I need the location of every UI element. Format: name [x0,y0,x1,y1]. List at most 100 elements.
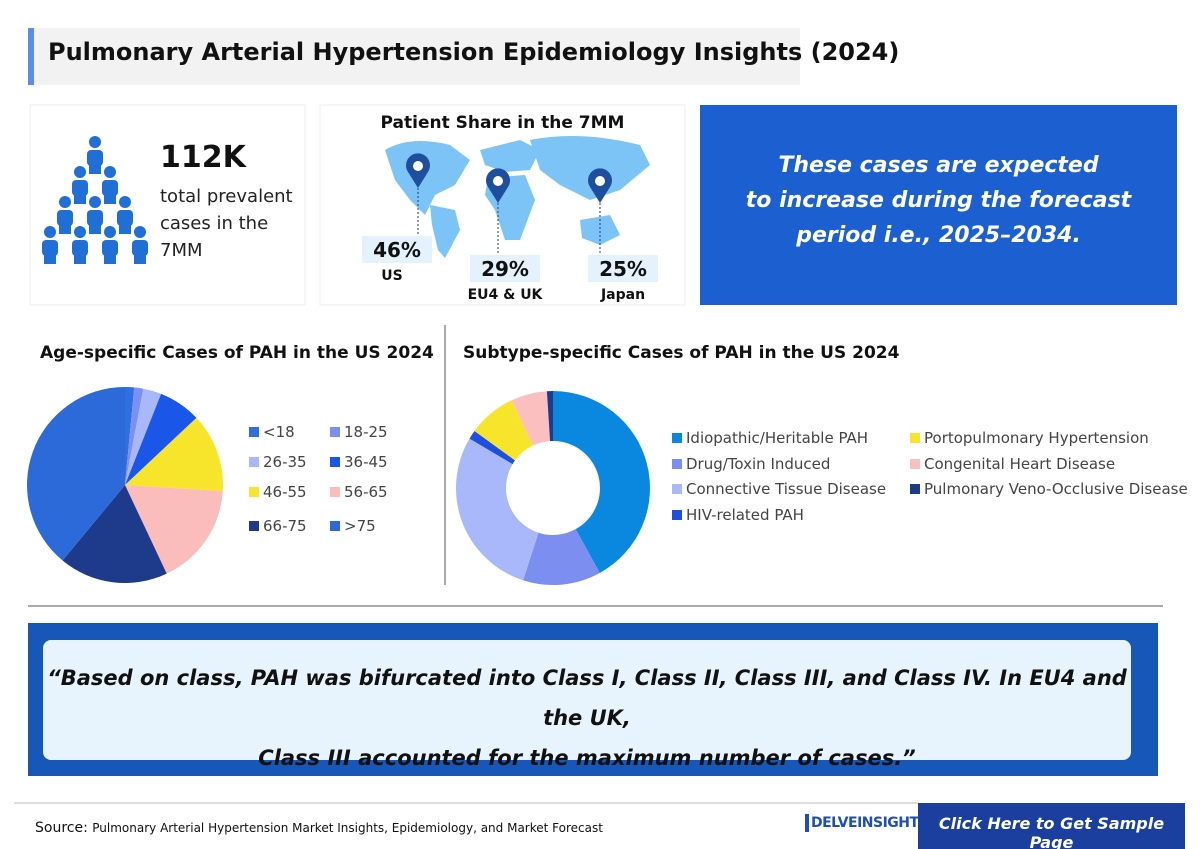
person-body [132,240,148,256]
page-title: Pulmonary Arterial Hypertension Epidemio… [48,38,900,66]
legend-label: 26-35 [263,453,307,471]
legend-swatch [672,510,682,520]
quote-line: Class III accounted for the maximum numb… [258,746,916,770]
map-pin-dot [413,161,423,171]
legend-swatch [910,433,920,443]
share-box [362,236,432,263]
person-head [59,196,71,208]
legend-label: 36-45 [344,453,388,471]
person-body [102,240,118,256]
legend-swatch [672,459,682,469]
legend-swatch [672,433,682,443]
people-icon [42,136,148,264]
callout-card [700,105,1177,305]
pie-slice [125,387,135,485]
legend-label: 18-25 [344,423,388,441]
legend-label: Congenital Heart Disease [924,455,1115,473]
share-value: 25% [599,257,647,281]
map-pin-dot [595,176,605,186]
stat-line: cases in the [160,213,269,234]
sample-button[interactable]: Click Here to Get Sample Page [938,814,1165,849]
share-value: 29% [481,257,529,281]
person-head [74,166,86,178]
map-pin-dot [493,176,503,186]
share-label: US [381,268,402,284]
share-value: 46% [373,238,421,262]
person-legs [89,224,101,234]
person-body [117,210,133,226]
pie-slice [125,485,223,574]
donut-slice [455,438,539,581]
person-head [119,196,131,208]
legend-label: Idiopathic/Heritable PAH [686,429,868,447]
person-head [89,136,101,148]
stat-text: total prevalent cases in the 7MM [160,183,293,264]
pie-slice [125,393,197,485]
stats-card [29,104,306,306]
callout-line: to increase during the forecast [745,188,1132,213]
source-label: Source: [35,820,88,836]
chart-title: Age-specific Cases of PAH in the US 2024 [40,343,434,363]
person-body [87,210,103,226]
source-text: Pulmonary Arterial Hypertension Market I… [92,821,603,835]
pie-slice [125,417,224,492]
share-label: Japan [600,287,645,303]
share-box [588,255,658,282]
legend-swatch [249,521,259,531]
title-accent [28,28,34,85]
stat-line: total prevalent [160,186,293,207]
person-legs [74,254,86,264]
donut-slice [523,529,600,585]
quote-line: “Based on class, PAH was bifurcated into… [47,666,1127,730]
sample-button-bg[interactable] [918,803,1185,849]
legend-swatch [330,457,340,467]
quote-inner [43,640,1131,760]
donut-slice [469,430,515,465]
person-body [87,150,103,166]
legend-swatch [672,484,682,494]
legend-swatch [330,427,340,437]
donut-slice [546,391,553,442]
legend-swatch [910,484,920,494]
person-head [89,196,101,208]
source: Source: Pulmonary Arterial Hypertension … [35,820,603,836]
person-body [72,180,88,196]
person-body [72,240,88,256]
share-label: EU4 & UK [468,287,544,303]
legend-swatch [330,487,340,497]
person-head [44,226,56,238]
person-head [74,226,86,238]
legend-label: <18 [263,423,295,441]
person-body [42,240,58,256]
callout-line: period i.e., 2025–2034. [796,223,1081,248]
logo: DELVEINSIGHT [811,815,919,831]
person-head [104,166,116,178]
person-head [134,226,146,238]
legend-label: HIV-related PAH [686,506,804,524]
logo-mark [805,814,809,832]
person-body [57,210,73,226]
stat-value: 112K [160,140,246,175]
pie-slice [125,387,144,485]
legend-swatch [249,457,259,467]
callout-text: These cases are expected to increase dur… [700,148,1177,253]
donut-slice [511,391,551,446]
share-box [470,255,540,282]
pie-slice [62,485,167,583]
legend-label: Portopulmonary Hypertension [924,429,1149,447]
title-box [28,28,800,85]
person-head [104,226,116,238]
legend-label: Pulmonary Veno-Occlusive Disease [924,480,1188,498]
stat-line: 7MM [160,240,203,261]
person-legs [74,194,86,204]
legend-label: 46-55 [263,483,307,501]
person-legs [89,164,101,174]
legend-label: >75 [344,517,376,535]
person-legs [44,254,56,264]
pie-slice [27,387,125,561]
legend-swatch [249,487,259,497]
callout-line: These cases are expected [778,153,1099,178]
donut-slice [553,391,651,574]
